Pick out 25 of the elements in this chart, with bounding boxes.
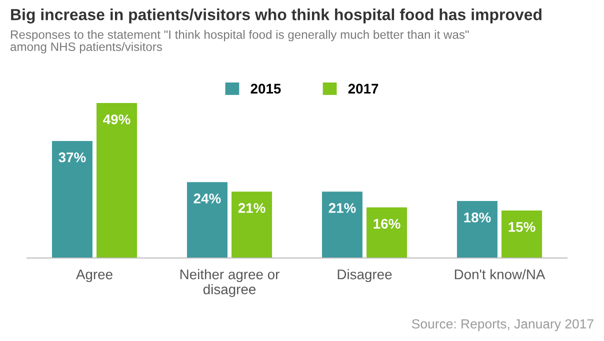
x-tick-label: Neither agree or disagree [180, 269, 280, 298]
data-label: 24% [194, 194, 221, 204]
data-label: 49% [103, 114, 130, 124]
data-label: 16% [374, 218, 400, 229]
bar [502, 210, 542, 258]
data-label: 21% [328, 203, 356, 213]
source-note: Source: Reports, January 2017 [412, 319, 594, 332]
data-label: 18% [464, 212, 491, 222]
x-tick-label: Agree [76, 270, 112, 282]
bar [52, 140, 92, 258]
bar [186, 182, 228, 258]
bar [366, 207, 408, 258]
bar [96, 103, 138, 258]
data-label: 15% [508, 222, 536, 232]
x-tick-label: Don't know/NA [454, 269, 546, 280]
x-tick-label: Disagree [338, 269, 392, 282]
bar [232, 192, 272, 258]
chart-subtitle: Responses to the statement "I think hospital food is generally much better than it was" among NHS patients/visitors [10, 30, 469, 54]
bar [322, 192, 362, 258]
legend-label: 2015 [250, 84, 281, 94]
data-label: 37% [58, 152, 86, 162]
bar [456, 201, 498, 258]
data-label: 21% [238, 203, 266, 213]
chart-title: Big increase in patients/visitors who think hospital food has improved [11, 8, 542, 24]
legend-label: 2017 [348, 84, 378, 94]
